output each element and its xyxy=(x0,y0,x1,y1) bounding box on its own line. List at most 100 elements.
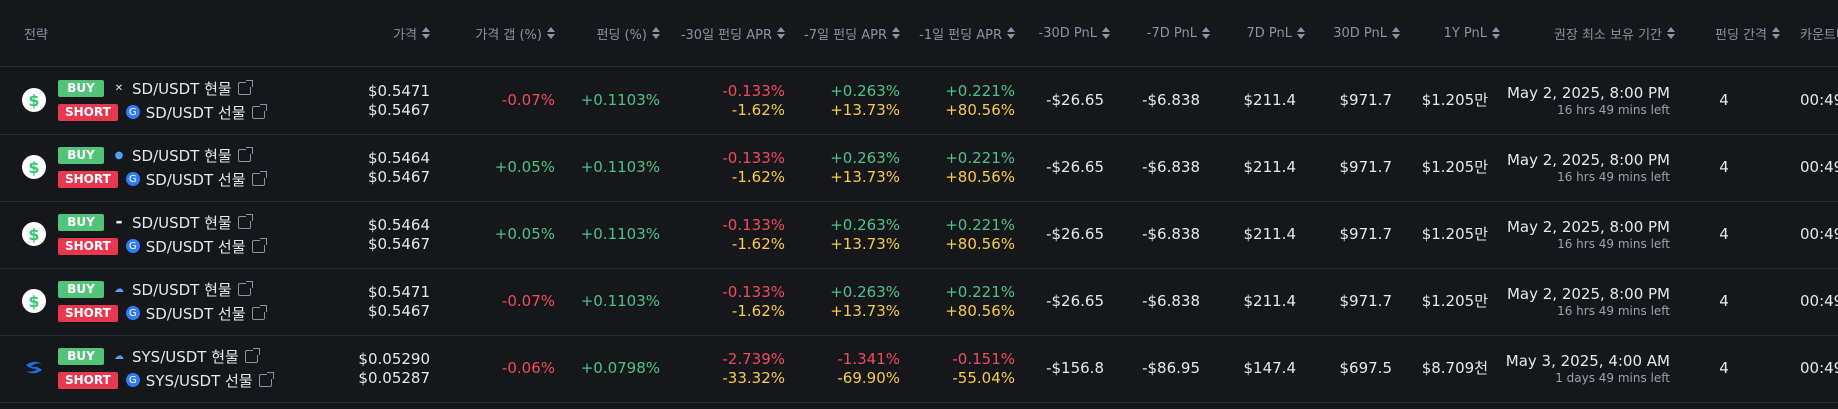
external-link-icon[interactable] xyxy=(237,213,253,229)
pnl-30: $971.7 xyxy=(1339,292,1393,310)
external-link-icon[interactable] xyxy=(237,146,253,162)
header-pnl-m7[interactable]: -7D PnL xyxy=(1120,0,1210,66)
header-pnl-30[interactable]: 30D PnL xyxy=(1310,0,1400,66)
header-funding[interactable]: 펀딩 (%) xyxy=(570,0,660,66)
header-pnl-1y[interactable]: 1Y PnL xyxy=(1410,0,1500,66)
gate-icon: G xyxy=(125,105,140,119)
min-hold-cell: May 2, 2025, 8:00 PM 16 hrs 49 mins left xyxy=(1500,67,1670,134)
sort-icon xyxy=(1202,27,1210,39)
short-pair[interactable]: SD/USDT 선물 xyxy=(145,304,246,323)
external-link-icon[interactable] xyxy=(251,237,267,253)
apr-1d-rate: +0.221% xyxy=(945,282,1015,301)
hold-time-left: 16 hrs 49 mins left xyxy=(1557,237,1670,251)
external-link-icon[interactable] xyxy=(258,371,274,387)
table-row[interactable]: BUY ☁ SYS/USDT 현물 SHORT G SYS/USDT 선물 $0… xyxy=(0,335,1838,403)
sort-icon xyxy=(892,27,900,39)
sort-icon xyxy=(1772,27,1780,39)
header-label: -7D PnL xyxy=(1146,25,1197,41)
pnl-m7-cell: -$6.838 xyxy=(1110,67,1200,134)
funding-interval: 4 xyxy=(1719,292,1729,310)
pnl-7: $147.4 xyxy=(1243,359,1297,377)
table-row[interactable]: $ BUY ☁ SD/USDT 현물 SHORT G SD/USDT 선물 $0… xyxy=(0,268,1838,336)
buy-pair[interactable]: SD/USDT 현물 xyxy=(132,79,232,98)
buy-pair[interactable]: SD/USDT 현물 xyxy=(132,280,232,299)
funding-rate: +0.1103% xyxy=(580,225,660,243)
price-gap: +0.05% xyxy=(494,225,555,243)
futures-price: $0.5467 xyxy=(367,100,430,119)
pnl-m7-cell: -$86.95 xyxy=(1110,335,1200,402)
header-min-hold[interactable]: 권장 최소 보유 기간 xyxy=(1520,0,1675,66)
apr-30d-value: -33.32% xyxy=(722,368,785,387)
hold-date: May 2, 2025, 8:00 PM xyxy=(1506,84,1670,102)
header-label: 전략 xyxy=(24,27,48,43)
external-link-icon[interactable] xyxy=(244,347,260,363)
short-pair[interactable]: SD/USDT 선물 xyxy=(145,170,246,189)
pnl-1y-cell: $1.205만 xyxy=(1400,67,1488,134)
price-gap-cell: -0.07% xyxy=(440,268,555,335)
strategy-cell: BUY ☁ SD/USDT 현물 SHORT G SD/USDT 선물 xyxy=(58,276,267,326)
table-row[interactable]: $ BUY ● SD/USDT 현물 SHORT G SD/USDT 선물 $0… xyxy=(0,134,1838,202)
strategy-cell: BUY ☁ SYS/USDT 현물 SHORT G SYS/USDT 선물 xyxy=(58,343,274,393)
external-link-icon[interactable] xyxy=(237,280,253,296)
bybit-icon: ▬ xyxy=(115,218,123,226)
short-pair[interactable]: SD/USDT 선물 xyxy=(145,237,246,256)
header-countdown[interactable]: 카운트다 xyxy=(1800,0,1838,66)
sort-icon xyxy=(1492,27,1500,39)
sort-icon xyxy=(777,27,785,39)
pnl-7: $211.4 xyxy=(1243,225,1297,243)
table-row[interactable]: $ BUY ▬ SD/USDT 현물 SHORT G SD/USDT 선물 $0… xyxy=(0,201,1838,269)
header-pnl-m30[interactable]: -30D PnL xyxy=(1020,0,1110,66)
futures-price: $0.5467 xyxy=(367,167,430,186)
min-hold-cell: May 3, 2025, 4:00 AM 1 days 49 mins left xyxy=(1500,335,1670,402)
table-row[interactable]: $ BUY ✕ SD/USDT 현물 SHORT G SD/USDT 선물 $0… xyxy=(0,67,1838,135)
pnl-m7: -$6.838 xyxy=(1142,292,1200,310)
apr-30d-rate: -0.133% xyxy=(722,282,785,301)
mexc-icon: ✕ xyxy=(114,82,124,94)
sd-coin-icon: $ xyxy=(22,88,46,112)
countdown-cell: 00:49 xyxy=(1800,201,1838,268)
header-label: 펀딩 간격 xyxy=(1715,27,1767,43)
pnl-1y-cell: $1.205만 xyxy=(1400,134,1488,201)
pnl-30: $971.7 xyxy=(1339,158,1393,176)
apr-1d-value: +80.56% xyxy=(945,167,1015,186)
pnl-7-cell: $211.4 xyxy=(1210,67,1297,134)
pnl-m7: -$6.838 xyxy=(1142,158,1200,176)
header-label: 가격 갭 (%) xyxy=(475,27,542,43)
short-pair[interactable]: SD/USDT 선물 xyxy=(145,103,246,122)
funding-rate: +0.1103% xyxy=(580,91,660,109)
funding-cell: +0.0798% xyxy=(540,335,660,402)
buy-pair[interactable]: SD/USDT 현물 xyxy=(132,146,232,165)
spot-price: $0.5464 xyxy=(367,215,430,234)
pnl-1y: $1.205만 xyxy=(1421,225,1488,243)
external-link-icon[interactable] xyxy=(251,103,267,119)
price-gap-cell: -0.07% xyxy=(440,67,555,134)
header-apr-30d[interactable]: -30일 펀딩 APR xyxy=(670,0,785,66)
header-price-gap[interactable]: 가격 갭 (%) xyxy=(440,0,555,66)
buy-pair[interactable]: SYS/USDT 현물 xyxy=(132,347,239,366)
hold-date: May 2, 2025, 8:00 PM xyxy=(1506,151,1670,169)
hold-time-left: 16 hrs 49 mins left xyxy=(1557,170,1670,184)
external-link-icon[interactable] xyxy=(251,170,267,186)
external-link-icon[interactable] xyxy=(237,79,253,95)
buy-pair[interactable]: SD/USDT 현물 xyxy=(132,213,232,232)
price-gap-cell: -0.06% xyxy=(440,335,555,402)
hold-time-left: 16 hrs 49 mins left xyxy=(1557,103,1670,117)
interval-cell: 4 xyxy=(1700,67,1748,134)
header-price[interactable]: 가격 xyxy=(330,0,430,66)
header-interval[interactable]: 펀딩 간격 xyxy=(1690,0,1780,66)
short-pair[interactable]: SYS/USDT 선물 xyxy=(145,371,253,390)
pnl-m7: -$6.838 xyxy=(1142,91,1200,109)
funding-interval: 4 xyxy=(1719,91,1729,109)
table-header: 전략 가격 가격 갭 (%) 펀딩 (%) -30일 펀딩 APR -7일 펀딩… xyxy=(0,0,1838,67)
header-pnl-7[interactable]: 7D PnL xyxy=(1220,0,1305,66)
gate-icon: G xyxy=(125,172,140,186)
pnl-m30-cell: -$26.65 xyxy=(1010,268,1104,335)
buy-badge: BUY xyxy=(58,213,104,231)
header-apr-7d[interactable]: -7일 펀딩 APR xyxy=(795,0,900,66)
pnl-m7: -$6.838 xyxy=(1142,225,1200,243)
hold-date: May 2, 2025, 8:00 PM xyxy=(1506,285,1670,303)
pnl-m30: -$26.65 xyxy=(1046,292,1104,310)
sort-icon xyxy=(652,27,660,39)
external-link-icon[interactable] xyxy=(251,304,267,320)
header-apr-1d[interactable]: -1일 펀딩 APR xyxy=(910,0,1015,66)
